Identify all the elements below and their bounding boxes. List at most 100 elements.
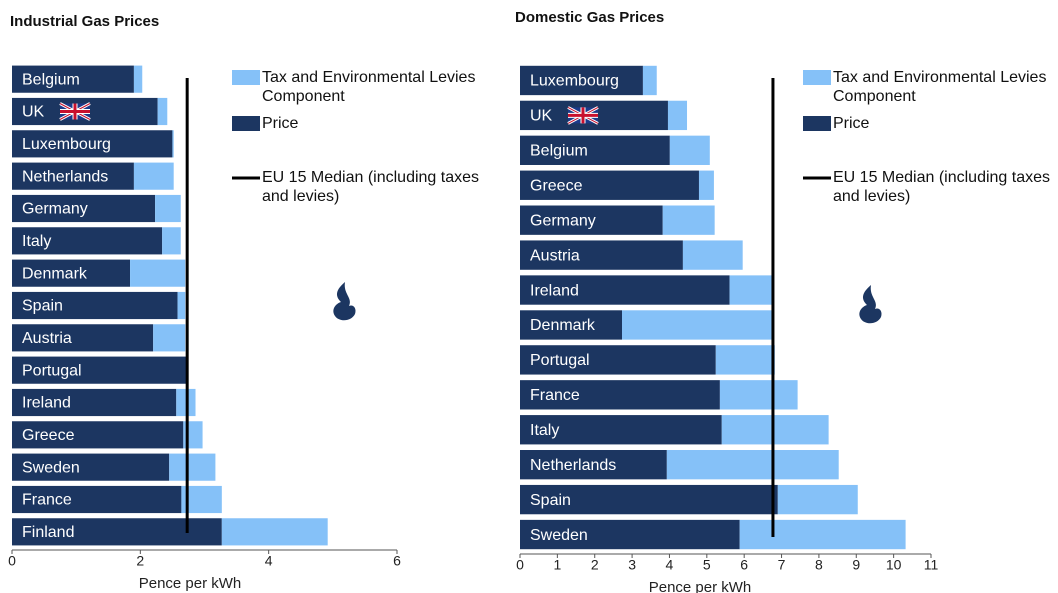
legend-label: Price (833, 115, 870, 132)
legend-swatch (803, 116, 831, 131)
chart-title: Domestic Gas Prices (515, 9, 664, 26)
bar-segment (12, 356, 188, 384)
category-label: Luxembourg (22, 136, 111, 153)
bar-segment (12, 259, 131, 287)
bar-segment (520, 519, 740, 550)
category-label: UK (530, 108, 553, 125)
bar-segment (12, 65, 134, 93)
bar-segment (682, 240, 743, 270)
category-label: Ireland (530, 282, 579, 299)
bar-segment (12, 453, 170, 481)
x-tick-label: 9 (852, 557, 860, 573)
x-tick-label: 4 (265, 553, 273, 569)
legend-swatch (232, 116, 260, 131)
x-tick-label: 0 (8, 553, 16, 569)
bar-segment (12, 485, 182, 514)
category-label: Italy (22, 233, 51, 250)
x-tick-label: 4 (666, 557, 674, 573)
x-axis-title: Pence per kWh (649, 579, 752, 593)
category-label: France (530, 387, 580, 404)
flag-cross (568, 107, 598, 124)
category-label: Luxembourg (530, 73, 619, 90)
category-label: Netherlands (530, 457, 616, 474)
x-tick-label: 6 (740, 557, 748, 573)
category-label: UK (22, 104, 45, 121)
bar-segment (520, 415, 722, 445)
bar-segment (12, 227, 163, 255)
x-tick-label: 7 (778, 557, 786, 573)
bar-segment (172, 130, 174, 158)
category-label: Belgium (530, 143, 588, 160)
category-label: Denmark (530, 317, 596, 334)
category-label: Sweden (22, 459, 80, 476)
bar-segment (162, 227, 181, 255)
x-tick-label: 0 (516, 557, 524, 573)
bar-segment (177, 291, 186, 320)
bar-segment (739, 519, 906, 550)
bar-segment (130, 259, 186, 287)
bar-segment (777, 484, 858, 515)
flame-icon (859, 285, 882, 324)
category-label: Netherlands (22, 168, 108, 185)
x-axis-title: Pence per kWh (139, 575, 242, 592)
bar-segment (12, 162, 134, 190)
bar-segment (12, 388, 177, 417)
bar-segment (520, 275, 730, 305)
category-label: Portugal (530, 352, 590, 369)
bar-segment (520, 345, 716, 375)
bar-segment (12, 194, 156, 223)
bar-segment (169, 453, 216, 481)
legend-swatch (803, 70, 831, 85)
bar-segment (666, 450, 839, 480)
bar-segment (698, 170, 714, 200)
x-tick-label: 8 (815, 557, 823, 573)
legend-label: Tax and Environmental Levies Component (262, 69, 476, 105)
uk-flag (59, 102, 91, 121)
bar-segment (12, 324, 154, 352)
flame-icon (333, 282, 356, 321)
category-label: France (22, 492, 72, 509)
bar-segment (520, 65, 643, 96)
bar-segment (221, 518, 328, 546)
category-label: Finland (22, 524, 74, 541)
chart-title: Industrial Gas Prices (10, 13, 159, 30)
bar-segment (155, 194, 181, 223)
bar-segment (520, 380, 720, 410)
bar-segment (520, 450, 667, 480)
x-tick-label: 2 (136, 553, 144, 569)
category-label: Italy (530, 422, 559, 439)
bar-segment (133, 65, 143, 93)
bar-segment (157, 97, 168, 126)
category-label: Spain (530, 492, 571, 509)
bar-segment (721, 415, 829, 445)
category-label: Austria (22, 330, 72, 347)
bar-segment (520, 170, 699, 200)
bar-segment (520, 135, 670, 165)
x-tick-label: 6 (393, 553, 401, 569)
bar-segment (669, 135, 710, 165)
uk-flag (567, 106, 599, 125)
category-label: Sweden (530, 527, 588, 544)
bar-segment (520, 240, 683, 270)
bar-segment (12, 291, 178, 320)
x-tick-label: 11 (924, 557, 939, 573)
category-label: Ireland (22, 395, 71, 412)
bar-segment (662, 205, 715, 235)
bar-segment (520, 484, 778, 515)
legend-swatch (232, 70, 260, 85)
category-label: Germany (22, 201, 88, 218)
bar-segment (12, 421, 184, 449)
x-tick-label: 1 (553, 557, 561, 573)
category-label: Austria (530, 247, 580, 264)
bar-segment (520, 310, 623, 340)
legend-label: Tax and Environmental Levies Component (833, 69, 1047, 105)
category-label: Belgium (22, 71, 80, 88)
legend-label: Price (262, 115, 299, 132)
x-tick-label: 10 (886, 557, 902, 573)
category-label: Portugal (22, 362, 82, 379)
legend-label: EU 15 Median (including taxes and levies… (833, 169, 1051, 205)
bar-segment (12, 130, 173, 158)
category-label: Germany (530, 212, 596, 229)
